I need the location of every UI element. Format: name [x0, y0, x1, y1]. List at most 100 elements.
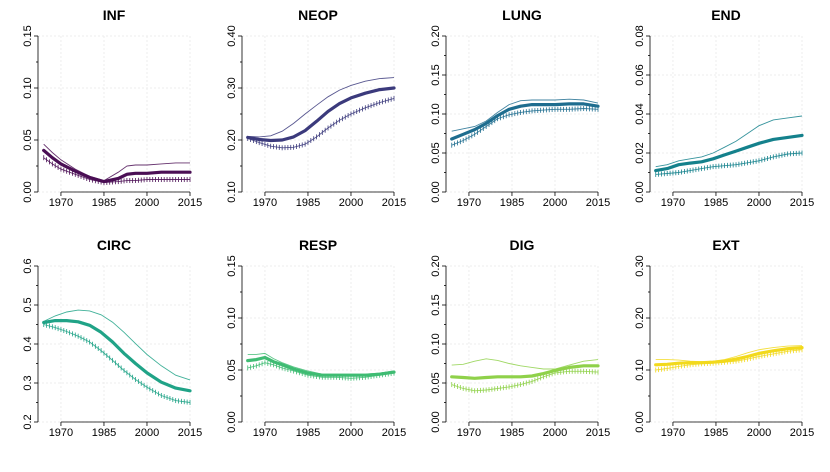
panel-title-resp: RESP — [299, 237, 337, 253]
y-tick-label: 0.06 — [634, 64, 646, 85]
y-tick-label: 0.15 — [22, 25, 34, 46]
series-upper-end — [655, 115, 803, 168]
y-tick-label: 0.10 — [22, 77, 34, 98]
x-tick-label: 1985 — [704, 197, 728, 209]
series-lower-markers-circ — [43, 322, 191, 405]
series-lower-markers-ext — [655, 347, 803, 373]
x-tick-label: 2015 — [586, 427, 610, 439]
x-tick-label: 2015 — [790, 197, 814, 209]
y-tick-label: 0.10 — [226, 181, 238, 202]
y-tick-label: 0.02 — [634, 142, 646, 163]
y-tick-label: 0.10 — [226, 307, 238, 328]
x-tick-label: 1970 — [457, 197, 481, 209]
x-tick-label: 2000 — [339, 427, 363, 439]
panel-title-inf: INF — [103, 7, 126, 23]
x-tick-label: 2015 — [586, 197, 610, 209]
x-tick-label: 1985 — [296, 427, 320, 439]
y-tick-label: 0.30 — [634, 255, 646, 276]
panel-end: END 0.00 0.02 0.04 0.06 0.08 1970 1985 2000 2015 — [634, 7, 814, 209]
series-lower-dig — [451, 370, 599, 392]
y-tick-label: 0.6 — [22, 258, 34, 273]
series-lower-markers-resp — [247, 360, 395, 381]
y-tick-label: 0.30 — [226, 77, 238, 98]
series-lower-markers-lung — [451, 106, 599, 148]
y-tick-label: 0.10 — [430, 103, 442, 124]
series-upper-ext — [655, 345, 803, 363]
x-tick-label: 1985 — [704, 427, 728, 439]
series-lower-markers-inf — [43, 155, 191, 186]
series-central-lung — [450, 102, 600, 141]
panel-circ: CIRC 0.2 0.3 0.4 0.5 0.6 1970 1985 2000 2015 — [22, 237, 202, 439]
series-lower-markers-end — [655, 150, 803, 177]
x-tick-label: 2000 — [339, 197, 363, 209]
y-tick-label: 0.00 — [634, 181, 646, 202]
x-tick-label: 2015 — [178, 427, 202, 439]
x-tick-label: 1970 — [49, 197, 73, 209]
panel-title-dig: DIG — [510, 237, 535, 253]
x-tick-label: 1985 — [500, 427, 524, 439]
y-tick-label: 0.3 — [22, 375, 34, 390]
x-tick-label: 1970 — [457, 427, 481, 439]
series-central-resp — [246, 355, 396, 377]
y-tick-label: 0.05 — [430, 142, 442, 163]
series-upper-resp — [247, 352, 395, 375]
y-tick-label: 0.10 — [634, 359, 646, 380]
series-central-inf — [42, 148, 192, 184]
series-upper-neop — [247, 77, 395, 138]
x-tick-label: 2000 — [543, 197, 567, 209]
panel-title-ext: EXT — [712, 237, 740, 253]
y-tick-label: 0.4 — [22, 336, 34, 351]
y-tick-label: 0.08 — [634, 25, 646, 46]
series-upper-inf — [43, 143, 190, 182]
x-tick-label: 1970 — [253, 197, 277, 209]
series-lower-markers-dig — [451, 368, 599, 394]
y-tick-label: 0.20 — [430, 25, 442, 46]
x-tick-label: 2000 — [747, 197, 771, 209]
y-tick-label: 0.20 — [634, 307, 646, 328]
y-tick-label: 0.15 — [430, 64, 442, 85]
x-tick-label: 1985 — [500, 197, 524, 209]
series-lower-markers-neop — [247, 95, 395, 151]
y-tick-label: 0.00 — [22, 181, 34, 202]
y-tick-label: 0.20 — [430, 255, 442, 276]
x-tick-label: 2000 — [135, 427, 159, 439]
x-tick-label: 2015 — [382, 427, 406, 439]
y-tick-label: 0.15 — [226, 255, 238, 276]
y-tick-label: 0.00 — [430, 181, 442, 202]
x-tick-label: 2015 — [382, 197, 406, 209]
series-lower-circ — [43, 324, 191, 403]
y-tick-label: 0.05 — [22, 129, 34, 150]
panel-resp: RESP 0.00 0.05 0.10 0.15 1970 1985 2000 2015 — [226, 237, 406, 439]
x-tick-label: 2000 — [543, 427, 567, 439]
y-tick-label: 0.15 — [430, 294, 442, 315]
y-tick-label: 0.40 — [226, 25, 238, 46]
x-tick-label: 2000 — [747, 427, 771, 439]
series-upper-circ — [43, 309, 191, 381]
x-tick-label: 1970 — [661, 197, 685, 209]
series-central-end — [654, 133, 804, 173]
x-tick-label: 1985 — [92, 197, 116, 209]
series-upper-dig — [451, 358, 599, 370]
panel-dig: DIG 0.00 0.05 0.10 0.15 0.20 1970 1985 2000 2015 — [430, 237, 610, 439]
x-tick-label: 1985 — [296, 197, 320, 209]
panel-title-lung: LUNG — [502, 7, 542, 23]
panel-title-neop: NEOP — [298, 7, 338, 23]
x-tick-label: 1970 — [253, 427, 277, 439]
series-central-circ — [42, 319, 192, 393]
y-tick-label: 0.05 — [226, 359, 238, 380]
x-tick-label: 1985 — [92, 427, 116, 439]
x-tick-label: 1970 — [661, 427, 685, 439]
y-tick-label: 0.05 — [430, 372, 442, 393]
panel-neop: NEOP 0.10 0.20 0.30 0.40 1970 1985 2000 2015 — [226, 7, 406, 209]
series-upper-lung — [451, 98, 599, 132]
y-tick-label: 0.00 — [634, 411, 646, 432]
panel-title-circ: CIRC — [97, 237, 131, 253]
panel-ext: EXT 0.00 0.10 0.20 0.30 1970 1985 2000 2015 — [634, 237, 814, 439]
x-tick-label: 2015 — [790, 427, 814, 439]
y-tick-label: 0.20 — [226, 129, 238, 150]
x-tick-label: 2015 — [178, 197, 202, 209]
panel-title-end: END — [711, 7, 741, 23]
series-central-neop — [246, 86, 396, 143]
